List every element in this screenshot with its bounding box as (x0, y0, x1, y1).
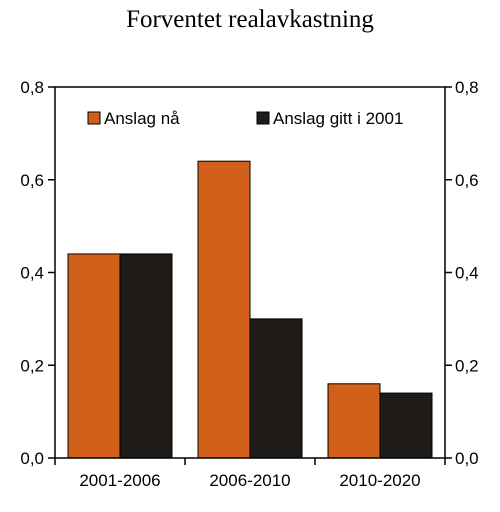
bar-2010-2020-series-1 (327, 383, 381, 459)
bar-2006-2010-series-2 (249, 318, 303, 459)
y-tick-label-right: 0,4 (455, 264, 479, 283)
legend-swatch-series-2 (256, 111, 270, 125)
bar-2010-2020-series-2 (379, 392, 433, 459)
axes-group: 0,0 0,0 0,2 0,2 0,4 0,4 0,6 0,6 0,8 0,8 2001-2006 2… (20, 78, 478, 490)
y-tick-label-left: 0,6 (20, 171, 44, 190)
x-tick-label: 2006-2010 (209, 471, 290, 490)
y-tick-label-left: 0,2 (20, 356, 44, 375)
y-tick-label-right: 0,8 (455, 78, 479, 97)
bars-group (67, 160, 433, 459)
y-tick-label-right: 0,6 (455, 171, 479, 190)
chart-title: Forventet realavkastning (126, 6, 374, 33)
legend-swatch-series-1 (87, 111, 101, 125)
x-tick-label: 2001-2006 (79, 471, 160, 490)
y-tick-label-left: 0,8 (20, 78, 44, 97)
bar-2001-2006-series-2 (119, 253, 173, 459)
y-tick-label-right: 0,0 (455, 449, 479, 468)
legend: Anslag nå Anslag gitt i 2001 (87, 109, 403, 128)
y-tick-label-left: 0,4 (20, 264, 44, 283)
x-tick-label: 2010-2020 (339, 471, 420, 490)
legend-label-series-2: Anslag gitt i 2001 (273, 109, 403, 128)
bar-2001-2006-series-1 (67, 253, 121, 459)
bar-2006-2010-series-1 (197, 160, 251, 459)
y-tick-label-right: 0,2 (455, 356, 479, 375)
legend-label-series-1: Anslag nå (104, 109, 180, 128)
y-tick-label-left: 0,0 (20, 449, 44, 468)
